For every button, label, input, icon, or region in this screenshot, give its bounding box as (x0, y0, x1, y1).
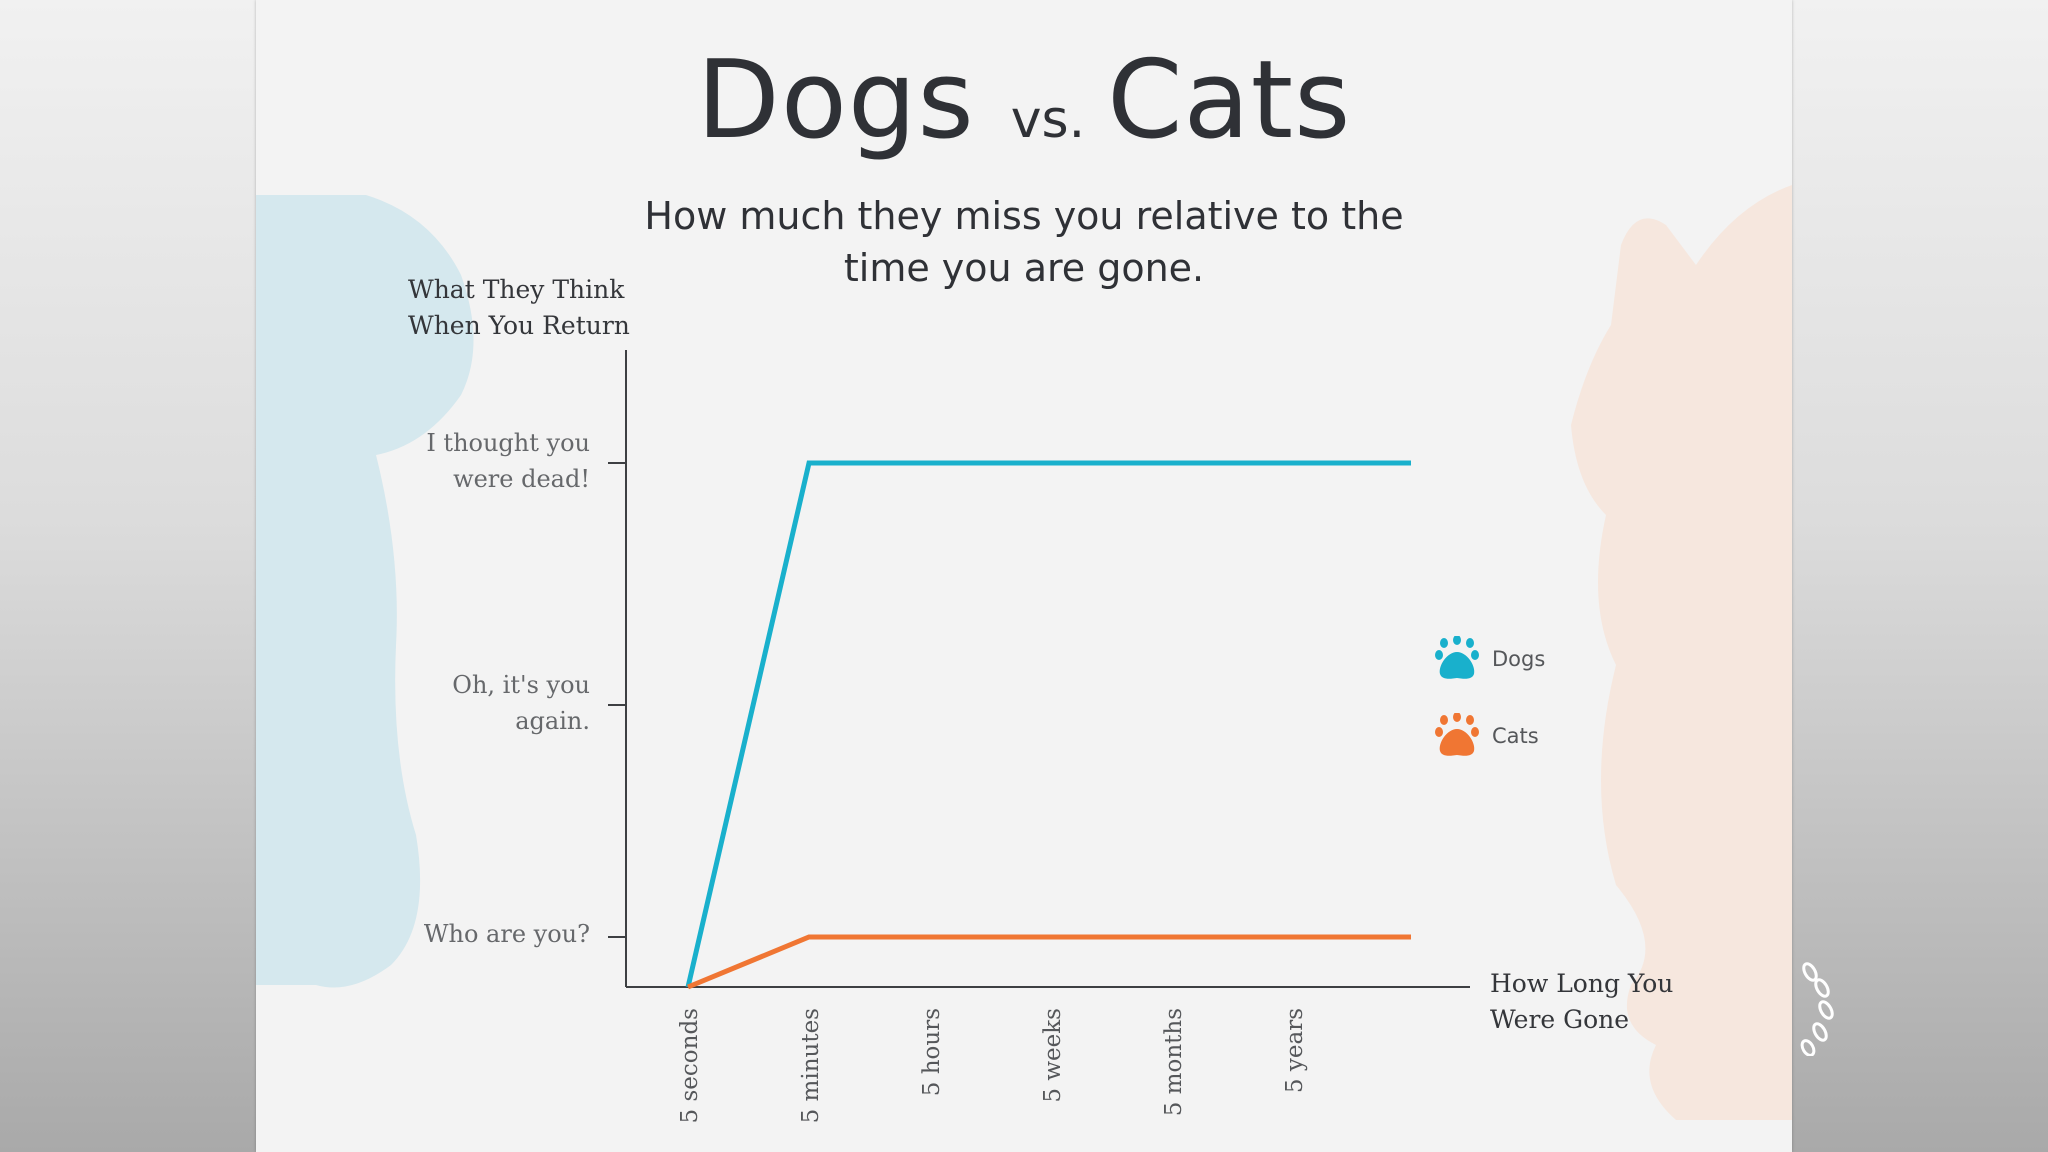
title-vs: vs. (1010, 90, 1086, 150)
x-tick-label: 5 years (1282, 1008, 1308, 1093)
cats-paw-icon (1435, 713, 1479, 756)
x-tick-label: 5 months (1161, 1008, 1187, 1116)
chart-title: Dogs vs. Cats (256, 38, 1792, 163)
page-flip-control-icon[interactable] (1796, 960, 1844, 1056)
legend-label-cats: Cats (1492, 724, 1539, 748)
x-tick-label: 5 seconds (677, 1008, 703, 1123)
x-tick-label: 5 weeks (1040, 1008, 1066, 1103)
title-dogs: Dogs (696, 38, 975, 163)
slide: Dogs vs. Cats How much they miss you relat… (256, 0, 1792, 1152)
dogs-paw-icon (1435, 636, 1479, 679)
series-line-cats (687, 934, 1411, 990)
y-tick-label-again: Oh, it's you again. (452, 671, 590, 735)
x-axis-title: How Long You Were Gone (1490, 969, 1674, 1034)
x-tick-label: 5 hours (919, 1008, 945, 1096)
x-tick-label: 5 minutes (798, 1008, 824, 1123)
y-tick-label-who: Who are you? (423, 920, 590, 948)
title-cats: Cats (1107, 38, 1352, 163)
y-tick-label-dead: I thought you were dead! (426, 429, 590, 493)
series-line-dogs (685, 460, 1411, 988)
legend-label-dogs: Dogs (1492, 647, 1546, 671)
chart-subtitle: How much they miss you relative to the t… (644, 194, 1404, 290)
legend-item-dogs: Dogs (1434, 636, 1545, 682)
y-axis-title: What They Think When You Return (408, 275, 630, 340)
plot-area: 5 seconds 5 minutes 5 hours 5 weeks 5 months… (608, 350, 1470, 1123)
legend-item-cats: Cats (1434, 713, 1539, 759)
